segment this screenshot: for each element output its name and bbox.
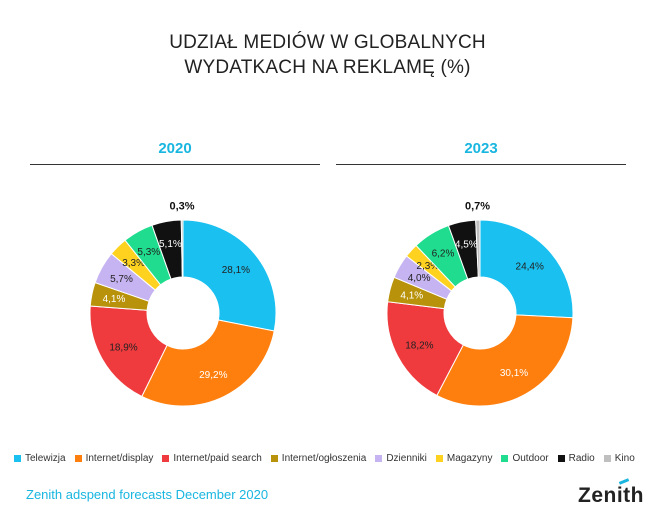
data-label: 0,3%: [169, 201, 194, 213]
source-note: Zenith adspend forecasts December 2020: [26, 487, 269, 502]
legend-swatch: [14, 455, 21, 462]
legend-item: Internet/ogłoszenia: [270, 453, 367, 464]
data-label: 18,2%: [405, 340, 433, 351]
chart-title: UDZIAŁ MEDIÓW W GLOBALNYCH WYDATKACH NA …: [0, 30, 655, 80]
legend-label: Internet/display: [85, 453, 154, 464]
data-label: 2,3%: [416, 261, 439, 272]
data-label: 0,7%: [465, 201, 490, 213]
legend-label: Internet/paid search: [173, 453, 262, 464]
legend-item: Kino: [603, 453, 635, 464]
slice-internet-paid-search: [89, 305, 168, 398]
year-divider-2023: [336, 164, 626, 165]
donut-chart-2020: 28,1% 29,2% 18,9% 4,1% 5,7% 3,3%5,3%5,1% 0,3%: [89, 201, 277, 407]
data-label: 6,2%: [432, 249, 455, 260]
data-label: 29,2%: [199, 370, 227, 381]
legend-swatch: [501, 455, 509, 462]
data-label: 30,1%: [500, 368, 528, 379]
slice-kino: [180, 219, 184, 278]
slice-telewizja: [182, 219, 277, 332]
data-label: 4,0%: [408, 273, 431, 284]
legend-label: Magazyny: [446, 453, 493, 464]
data-label: 5,1%: [159, 239, 182, 250]
chart-title-line1: UDZIAŁ MEDIÓW W GLOBALNYCH: [169, 32, 486, 53]
data-label: 28,1%: [222, 265, 250, 276]
legend-label: Dzienniki: [386, 453, 427, 464]
legend-swatch: [557, 455, 565, 462]
slice-telewizja: [479, 219, 574, 319]
year-label-2020: 2020: [158, 140, 192, 157]
data-label: 5,7%: [110, 274, 133, 285]
legend-label: Radio: [568, 453, 595, 464]
data-label: 4,1%: [103, 294, 126, 305]
legend-label: Outdoor: [512, 453, 549, 464]
legend-item: Radio: [557, 453, 595, 464]
legend-swatch: [435, 455, 443, 462]
donut-chart-2023: 24,4% 30,1% 18,2% 4,1% 4,0%2,3%6,2%4,5% 0,7%: [386, 201, 574, 407]
legend: Telewizja Internet/display Internet/paid s…: [14, 453, 644, 464]
data-label: 4,1%: [400, 291, 423, 302]
legend-swatch: [74, 455, 82, 462]
slice-internet-display: [436, 314, 574, 407]
data-label: 3,3%: [122, 258, 145, 269]
slice-internet-display: [141, 319, 275, 407]
data-label: 24,4%: [516, 261, 544, 272]
legend-item: Outdoor: [501, 453, 549, 464]
data-label: 4,5%: [455, 239, 478, 250]
chart-title-line2: WYDATKACH NA REKLAMĘ (%): [184, 57, 471, 78]
data-label: 5,3%: [137, 247, 160, 258]
legend-swatch: [270, 455, 278, 462]
year-label-2023: 2023: [464, 140, 498, 157]
legend-item: Magazyny: [435, 453, 493, 464]
legend-swatch: [603, 455, 611, 462]
legend-item: Telewizja: [14, 453, 66, 464]
legend-label: Internet/ogłoszenia: [281, 453, 367, 464]
legend-item: Internet/paid search: [162, 453, 262, 464]
data-label: 18,9%: [109, 342, 137, 353]
legend-label: Kino: [614, 453, 635, 464]
legend-item: Dzienniki: [375, 453, 427, 464]
legend-swatch: [375, 455, 383, 462]
zenith-logo: Zenith: [578, 484, 644, 507]
slice-internet-paid-search: [386, 301, 464, 397]
year-divider-2020: [30, 164, 320, 165]
slice-kino: [475, 219, 481, 278]
legend-item: Internet/display: [74, 453, 154, 464]
legend-label: Telewizja: [25, 453, 66, 464]
legend-swatch: [162, 455, 170, 462]
